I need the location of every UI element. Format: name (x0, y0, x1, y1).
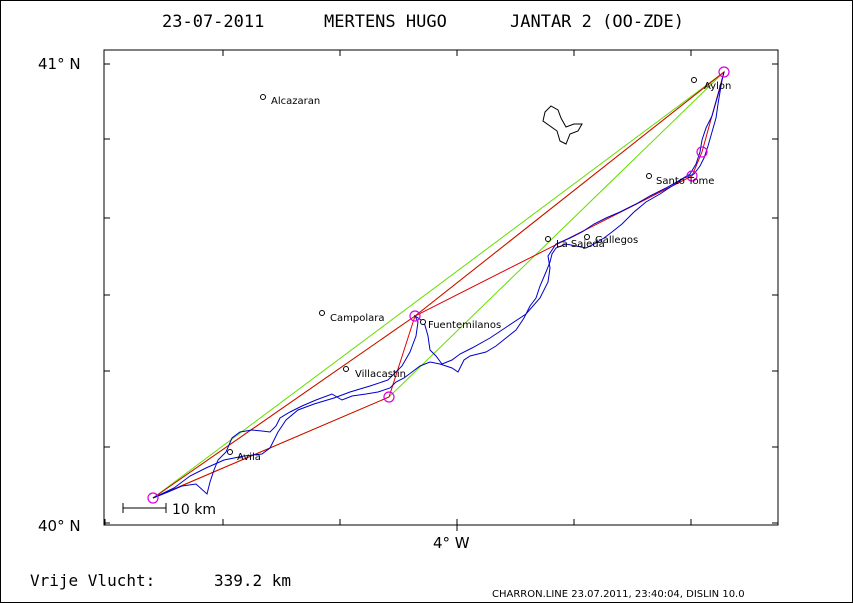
place-marker-lasajeda (545, 236, 551, 242)
place-marker-gallegos (584, 234, 590, 240)
flight-track-secondary (152, 71, 725, 499)
header-pilot: MERTENS HUGO (324, 12, 447, 32)
free-flight-value: 339.2 km (214, 571, 291, 590)
place-marker-santotome (646, 173, 652, 179)
place-label-villacastin: Villacastin (355, 369, 406, 380)
turnpoint-santotome (686, 170, 698, 182)
place-marker-campolara (319, 310, 325, 316)
place-marker-villacastin (343, 366, 349, 372)
place-label-santotome: Santo Tome (656, 176, 714, 187)
header-glider: JANTAR 2 (OO-ZDE) (510, 12, 684, 32)
turnpoint-north-2 (696, 146, 708, 158)
flight-track (152, 71, 725, 499)
lon-label-bottom: 4° W (433, 534, 470, 552)
scale-bar (122, 503, 167, 513)
place-label-alcazaran: Alcazaran (271, 96, 320, 107)
place-marker-alcazaran (260, 94, 266, 100)
place-marker-aylon (691, 77, 697, 83)
lat-label-top: 41° N (38, 55, 81, 73)
place-marker-avila (227, 449, 233, 455)
place-label-gallegos: Gallegos (595, 235, 638, 246)
free-flight-lines (152, 71, 725, 499)
scale-bar-label: 10 km (172, 502, 216, 518)
place-label-campolara: Campolara (330, 313, 384, 324)
turnpoint-start (147, 492, 159, 504)
place-label-aylon: Aylon (704, 81, 731, 92)
header-date: 23-07-2011 (162, 12, 264, 32)
turnpoints (147, 66, 730, 504)
lake-outline (542, 105, 583, 145)
place-markers (227, 77, 697, 455)
place-marker-fuentemilanos (420, 319, 426, 325)
software-credit: CHARRON.LINE 23.07.2011, 23:40:04, DISLI… (492, 589, 745, 600)
free-flight-label: Vrije Vlucht: (30, 571, 155, 590)
place-label-fuentemilanos: Fuentemilanos (428, 320, 501, 331)
turnpoint-aylon (718, 66, 730, 78)
map-frame (103, 49, 779, 526)
lat-label-bottom: 40° N (38, 517, 81, 535)
tick-marks (104, 50, 778, 531)
place-label-lasajeda: La Sajeda (556, 239, 605, 250)
turnpoint-villacastin (383, 391, 395, 403)
place-label-avila: Avila (237, 452, 261, 463)
turnpoint-fuentemilanos (409, 310, 421, 322)
